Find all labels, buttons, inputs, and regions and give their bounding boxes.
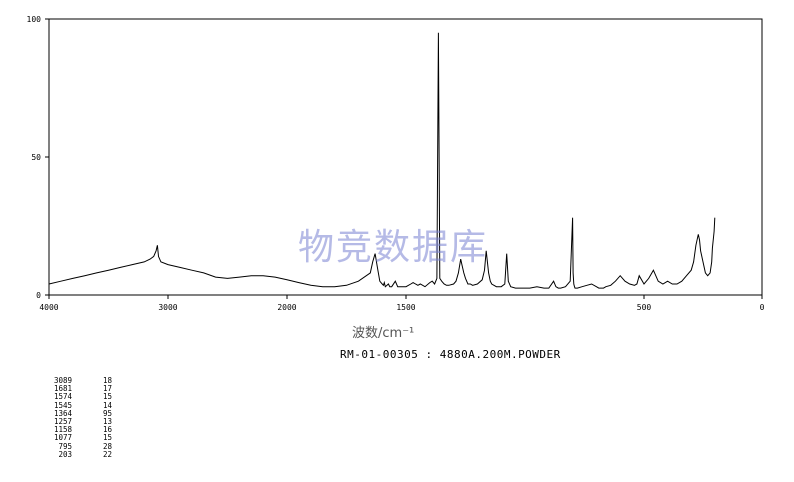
x-tick-label: 500 [637,303,652,312]
peak-intensity: 15 [102,392,112,402]
peak-wavenumber: 1574 [53,392,72,402]
peak-wavenumber: 1364 [53,408,72,418]
peak-intensity: 28 [102,441,112,451]
x-axis-label: 波数/cm⁻¹ [352,326,415,341]
peak-intensity: 16 [102,425,112,435]
peak-row: 795 28 [48,441,112,451]
peak-wavenumber: 1158 [53,425,72,435]
peak-intensity: 14 [102,400,112,410]
y-tick-label: 50 [31,153,41,162]
x-tick-label: 3000 [158,303,177,312]
peak-row: 1158 16 [48,426,112,434]
x-tick-label: 1500 [396,303,415,312]
peak-intensity: 17 [102,384,112,394]
x-tick-label: 4000 [39,303,58,312]
peak-row: 203 22 [48,449,112,459]
x-tick-label: 0 [760,303,765,312]
y-tick-label: 100 [27,15,42,24]
peak-row: 1257 13 [48,417,112,427]
peak-intensity: 95 [102,408,112,418]
peak-intensity: 22 [102,449,112,459]
peak-row: 1364 95 [48,408,112,418]
peak-wavenumber: 1077 [53,433,72,443]
spectrum-series [48,32,716,289]
peak-wavenumber: 1681 [53,384,72,394]
peak-wavenumber: 3089 [53,376,72,385]
spectrum-line [48,32,716,289]
peak-wavenumber: 1257 [53,417,72,427]
peak-table: 3089 18 1681 17 1574 15 1545 14 1364 95 1257 1… [48,376,112,459]
watermark: 物竞数据库 [298,227,489,268]
y-tick-label: 0 [36,291,41,300]
peak-wavenumber: 203 [58,449,72,459]
peak-row: 1681 17 [48,384,112,394]
peak-intensity: 13 [102,417,112,427]
sample-subtitle: RM-01-00305 : 4880A.200M.POWDER [340,348,561,361]
peak-wavenumber: 795 [58,441,72,451]
peak-row: 1077 15 [48,434,112,442]
peak-wavenumber: 1545 [53,400,72,410]
peak-intensity: 18 [102,376,112,385]
x-tick-label: 2000 [277,303,296,312]
peak-row: 3089 18 [48,376,112,385]
peak-intensity: 15 [102,433,112,443]
peak-row: 1574 15 [48,393,112,401]
peak-row: 1545 14 [48,400,112,410]
